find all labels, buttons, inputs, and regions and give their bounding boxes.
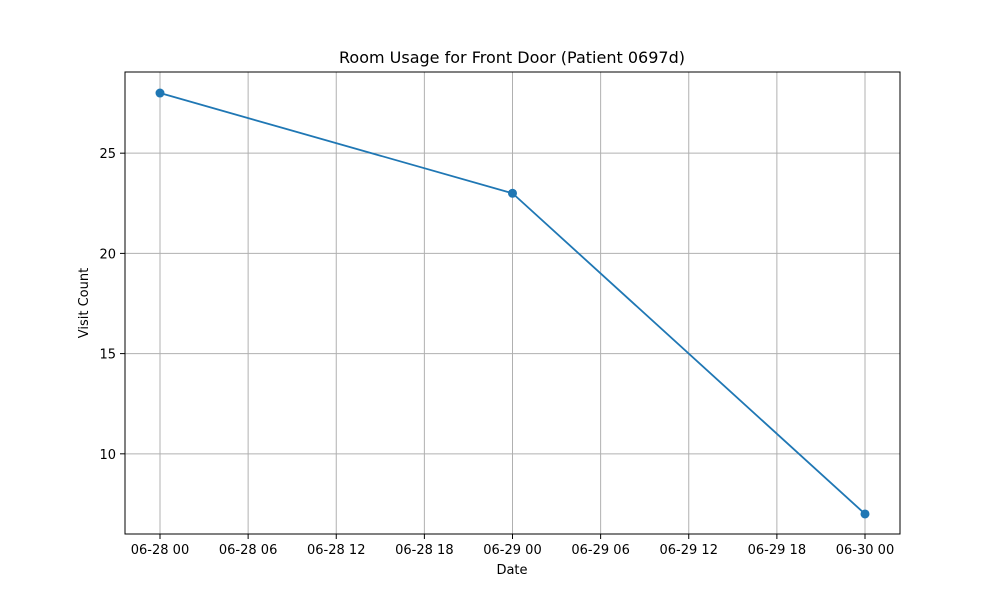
grid <box>125 72 900 534</box>
x-axis-label: Date <box>496 563 527 578</box>
data-point <box>508 188 517 198</box>
data-point <box>155 88 165 98</box>
data-point <box>860 509 870 519</box>
y-tick-label: 25 <box>99 147 116 162</box>
x-tick-label: 06-29 12 <box>660 543 718 558</box>
series-layer <box>155 88 870 519</box>
y-tick-label: 15 <box>99 348 116 363</box>
x-tick-label: 06-28 12 <box>307 543 365 558</box>
chart-title: Room Usage for Front Door (Patient 0697d… <box>339 48 685 67</box>
y-tick-label: 20 <box>99 247 116 262</box>
y-axis: 10 15 20 25 <box>99 147 125 463</box>
x-tick-label: 06-28 18 <box>395 543 453 558</box>
x-axis: 06-28 00 06-28 06 06-28 12 06-28 18 06-29 00… <box>131 534 894 558</box>
x-tick-label: 06-29 18 <box>748 543 806 558</box>
y-axis-label: Visit Count <box>77 268 92 338</box>
x-tick-label: 06-29 06 <box>571 543 629 558</box>
y-tick-label: 10 <box>99 448 116 463</box>
x-tick-label: 06-29 00 <box>483 543 541 558</box>
x-tick-label: 06-28 06 <box>219 543 277 558</box>
x-tick-label: 06-30 00 <box>836 543 894 558</box>
x-tick-label: 06-28 00 <box>131 543 189 558</box>
